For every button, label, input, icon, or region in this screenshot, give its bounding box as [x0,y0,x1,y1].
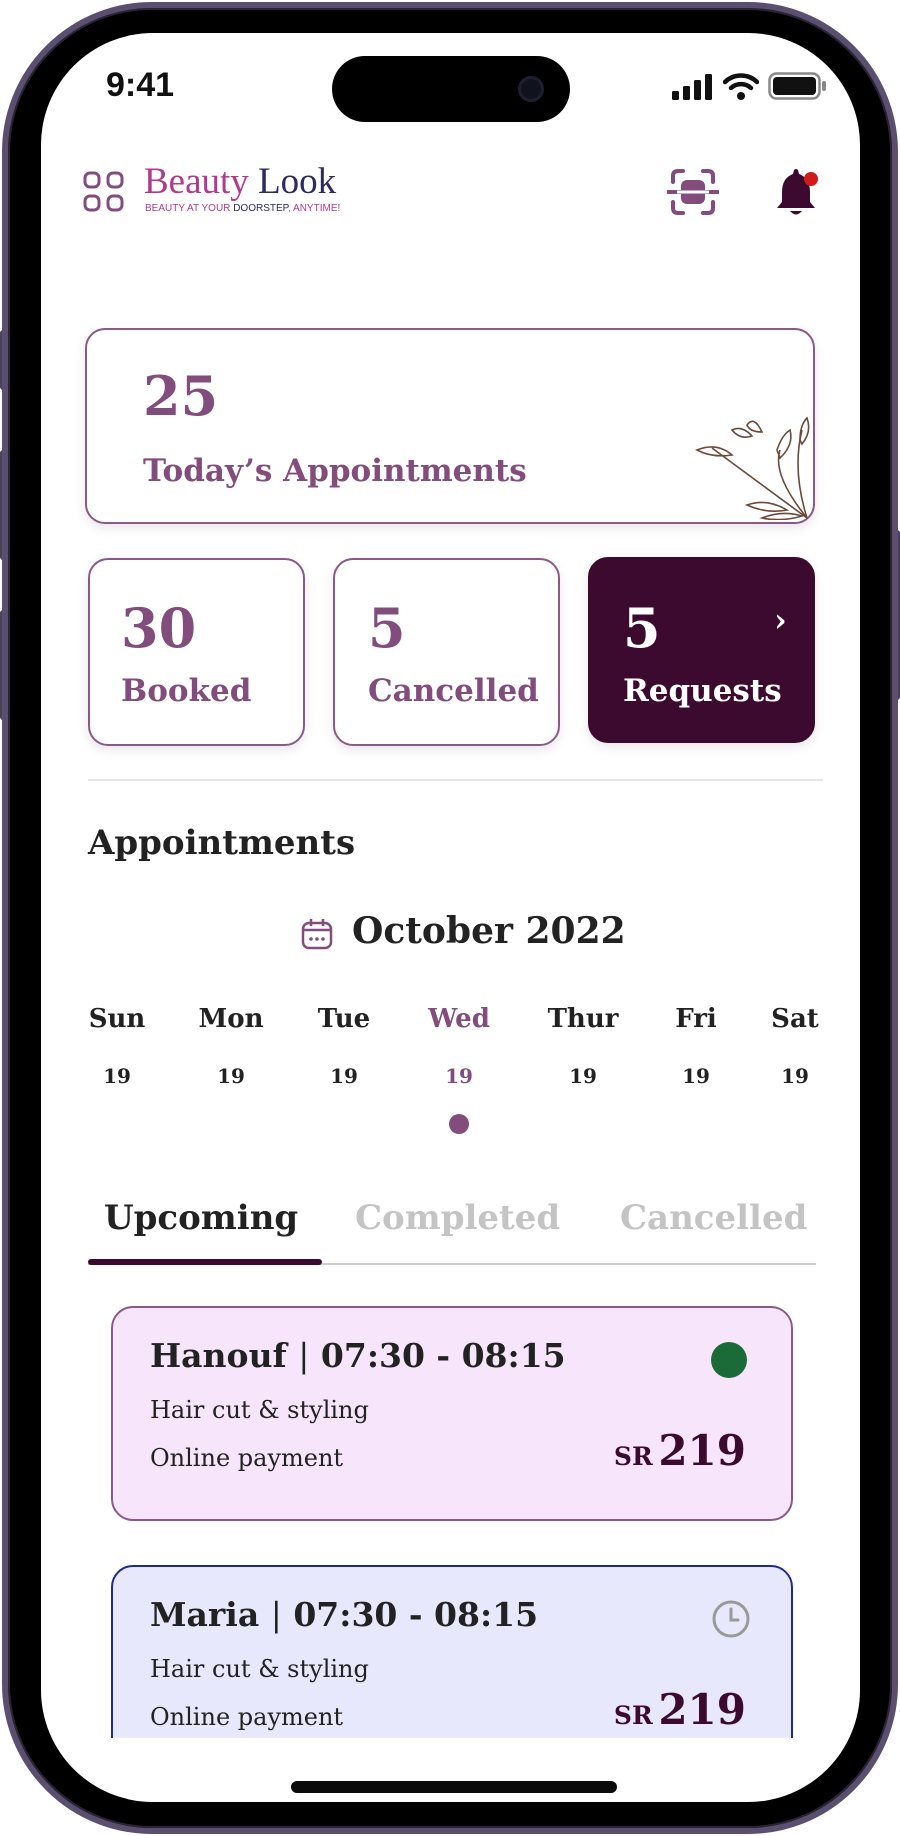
signal-icon [672,74,712,100]
day-date[interactable]: 19 [781,1064,809,1088]
bell-icon[interactable] [774,168,820,218]
tagline-part1: BEAUTY AT YOUR [145,203,234,214]
requests-stat-card[interactable]: 5 Requests › [588,557,815,743]
cancelled-stat-card[interactable]: 5 Cancelled [333,558,560,746]
day-date[interactable]: 19 [682,1064,710,1088]
day-date[interactable]: 19 [330,1064,358,1088]
day-date[interactable]: 19 [569,1064,597,1088]
camera-icon [518,76,544,102]
day-date[interactable]: 19 [217,1064,245,1088]
appointment-time: 07:30 - 08:15 [320,1336,566,1375]
client-name: Maria [150,1595,260,1634]
requests-label: Requests [623,673,782,709]
day-name-fri[interactable]: Fri [675,1004,717,1034]
appointment-time: 07:30 - 08:15 [293,1595,539,1634]
currency: SR [613,1701,653,1730]
service-name: Hair cut & styling [150,1396,369,1424]
brand-name-part1: Beauty [144,161,249,202]
tab-completed[interactable]: Completed [355,1198,561,1238]
day-date[interactable]: 19 [445,1064,473,1088]
cancelled-label: Cancelled [368,673,539,709]
divider [88,779,823,781]
calendar-icon[interactable] [300,917,334,951]
day-name-mon[interactable]: Mon [198,1004,264,1034]
separator: | [270,1595,282,1634]
appointment-title: Hanouf | 07:30 - 08:15 [150,1336,566,1375]
wifi-icon [723,73,759,100]
day-name-thur[interactable]: Thur [547,1004,619,1034]
chevron-right-icon: › [774,601,787,639]
client-name: Hanouf [150,1336,287,1375]
tagline-part2: DOORSTEP [233,203,289,214]
payment-method: Online payment [150,1444,344,1472]
booked-count: 30 [121,596,197,660]
appointment-card[interactable]: Hanouf | 07:30 - 08:15 Hair cut & stylin… [111,1306,793,1521]
leaf-decoration-icon [695,416,810,520]
amount: 219 [658,1426,746,1475]
tagline-part3: , ANYTIME! [288,203,341,214]
booked-label: Booked [121,673,252,709]
status-confirmed-icon [711,1342,747,1378]
status-time: 9:41 [106,66,175,104]
appointments-list: Hanouf | 07:30 - 08:15 Hair cut & stylin… [0,1290,900,1738]
active-tab-indicator [88,1259,322,1265]
service-name: Hair cut & styling [150,1655,369,1683]
day-name-sat[interactable]: Sat [771,1004,819,1034]
day-name-sun[interactable]: Sun [88,1004,146,1034]
todays-label: Today’s Appointments [143,453,527,489]
home-indicator[interactable] [291,1781,617,1793]
clock-pending-icon [712,1600,750,1638]
brand-logo: Beauty Look [144,160,336,203]
requests-count: 5 [623,596,661,660]
tabs-track [88,1263,816,1265]
todays-count: 25 [143,364,219,428]
appointment-card[interactable]: Maria | 07:30 - 08:15 Hair cut & styling… [111,1565,793,1738]
price: SR 219 [614,1426,746,1475]
amount: 219 [658,1685,746,1734]
battery-icon [768,72,826,100]
tab-cancelled[interactable]: Cancelled [620,1198,808,1238]
todays-appointments-card[interactable]: 25 Today’s Appointments [85,328,815,524]
grid-menu-icon[interactable] [83,171,125,213]
day-name-wed[interactable]: Wed [428,1004,490,1034]
separator: | [298,1336,310,1375]
booked-stat-card[interactable]: 30 Booked [88,558,305,746]
selected-day-dot [449,1114,469,1134]
brand-tagline: BEAUTY AT YOUR DOORSTEP, ANYTIME! [145,203,340,214]
day-date[interactable]: 19 [103,1064,131,1088]
notification-dot [804,172,818,186]
cancelled-count: 5 [368,596,406,660]
currency: SR [613,1442,653,1471]
payment-method: Online payment [150,1703,344,1731]
tab-upcoming[interactable]: Upcoming [104,1198,299,1238]
scan-icon[interactable] [667,168,719,216]
month-selector[interactable]: October 2022 [352,910,626,952]
appointments-heading: Appointments [88,823,356,863]
brand-name-part2: Look [258,161,337,202]
price: SR 219 [614,1685,746,1734]
day-name-tue[interactable]: Tue [317,1004,371,1034]
appointment-title: Maria | 07:30 - 08:15 [150,1595,538,1634]
